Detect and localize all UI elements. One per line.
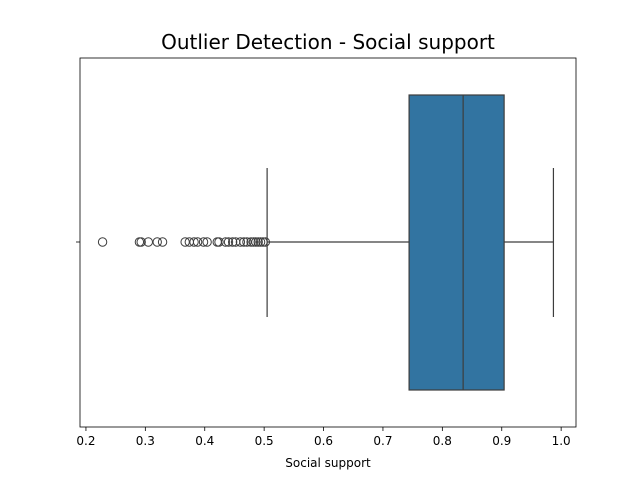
x-tick-label: 0.9: [492, 434, 511, 448]
x-tick-label: 0.5: [255, 434, 274, 448]
outlier-point: [143, 237, 154, 247]
axes-frame: [79, 57, 577, 428]
outlier-point: [251, 237, 261, 247]
x-tick-label: 1.0: [552, 434, 571, 448]
x-tick-label: 0.2: [76, 434, 95, 448]
outlier-point: [239, 237, 249, 247]
outlier-point: [189, 237, 199, 247]
outlier-point: [235, 237, 246, 247]
outlier-point: [212, 237, 222, 247]
outlier-point: [192, 237, 203, 247]
outlier-point: [255, 237, 266, 247]
outlier-point: [157, 237, 168, 247]
x-tick-label: 0.4: [195, 434, 214, 448]
iqr-box: [408, 94, 505, 391]
chart-title: Outlier Detection - Social support: [161, 30, 495, 54]
plot-area: [97, 94, 555, 391]
outlier-point: [180, 237, 190, 247]
outlier-point: [198, 237, 209, 247]
outlier-point: [246, 237, 256, 247]
x-tick-label: 0.7: [373, 434, 392, 448]
outlier-point: [223, 237, 234, 247]
outlier-point: [253, 237, 263, 247]
outlier-point: [214, 237, 224, 247]
x-tick-label: 0.6: [314, 434, 333, 448]
outlier-point: [260, 237, 271, 247]
x-tick-label: 0.3: [136, 434, 155, 448]
outlier-point: [136, 237, 146, 247]
x-axis: 0.2 0.3 0.4 0.5 0.6 0.7 0.8 0.9 1.0: [76, 241, 571, 448]
outlier-point: [248, 237, 259, 247]
outlier-point: [220, 237, 231, 247]
outlier-point: [202, 237, 212, 247]
x-axis-label: Social support: [285, 456, 371, 470]
outlier-point: [258, 237, 268, 247]
outlier-point: [97, 237, 108, 247]
outlier-point: [152, 237, 162, 247]
outlier-point: [242, 237, 252, 247]
outlier-point: [134, 237, 145, 247]
outlier-point: [227, 237, 238, 247]
x-tick-label: 0.8: [433, 434, 452, 448]
